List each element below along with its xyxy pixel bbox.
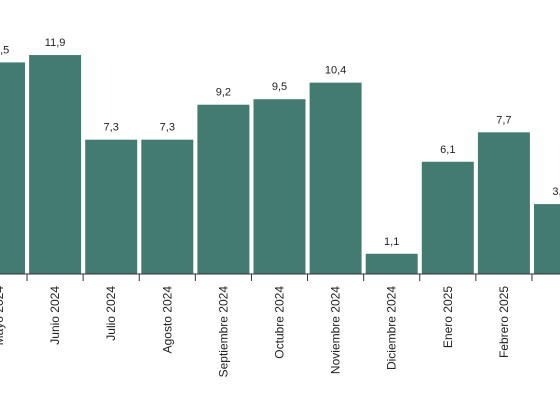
value-label: 7,3: [104, 122, 119, 134]
bar: [141, 139, 194, 274]
value-label: 7,7: [496, 114, 511, 126]
bar: [0, 62, 25, 275]
bar: [85, 139, 138, 274]
x-tick-label: Mayo 2024: [0, 286, 6, 346]
bar: [197, 104, 250, 274]
value-label: 1,1: [384, 236, 399, 248]
x-tick-label: Febrero 2025: [497, 286, 511, 358]
value-label: 11,5: [0, 44, 9, 56]
x-tick-label: Junio 2024: [48, 286, 62, 345]
value-label: 3,8: [552, 186, 560, 198]
value-label: 10,4: [325, 65, 346, 77]
x-tick-label: Octubre 2024: [273, 286, 287, 359]
x-tick-label: Diciembre 2024: [385, 286, 399, 370]
value-label: 9,5: [272, 81, 287, 93]
bar: [253, 99, 306, 274]
bar: [477, 132, 530, 274]
bar: [421, 161, 474, 274]
x-tick-label: Septiembre 2024: [216, 286, 230, 378]
value-label: 9,2: [216, 87, 231, 99]
value-label: 7,3: [160, 122, 175, 134]
x-tick-label: Agosto 2024: [160, 286, 174, 354]
x-tick-label: Julio 2024: [104, 286, 118, 341]
value-label: 6,1: [440, 144, 455, 156]
x-tick-label: Enero 2025: [441, 286, 455, 348]
bar: [309, 82, 362, 274]
bar: [534, 204, 560, 274]
x-tick-label: Noviembre 2024: [329, 286, 343, 374]
value-label: 11,9: [45, 37, 66, 49]
bar: [29, 55, 82, 274]
bar: [365, 253, 418, 274]
